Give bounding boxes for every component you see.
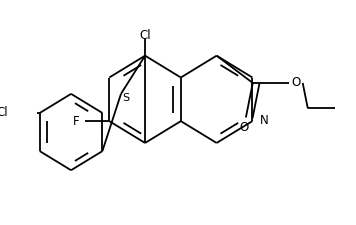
Text: S: S bbox=[122, 93, 130, 103]
Text: O: O bbox=[240, 121, 249, 134]
Text: Cl: Cl bbox=[0, 106, 7, 119]
Text: O: O bbox=[291, 76, 300, 90]
Text: F: F bbox=[73, 115, 79, 128]
Text: N: N bbox=[260, 114, 269, 127]
Text: Cl: Cl bbox=[139, 29, 151, 42]
